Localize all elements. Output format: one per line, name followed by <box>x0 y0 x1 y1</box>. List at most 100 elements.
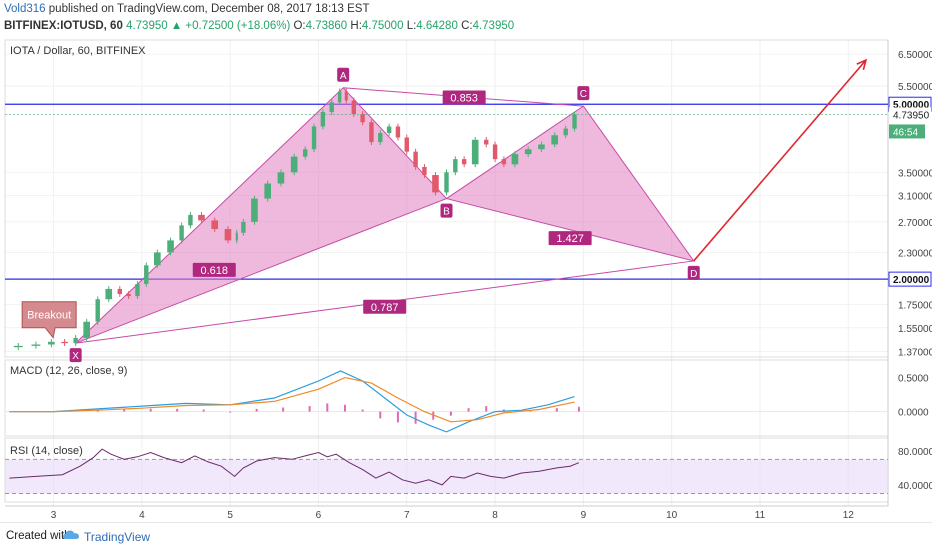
time-tick-label: 10 <box>666 510 678 521</box>
ratio-label: 0.787 <box>363 299 407 314</box>
candle-body <box>198 214 205 221</box>
high-value: 4.75000 <box>361 20 404 32</box>
price-tick-label: 6.50000 <box>898 50 932 61</box>
ratio-label-bg <box>363 299 407 314</box>
candle-body <box>492 144 498 160</box>
pattern-point-bg <box>687 265 700 280</box>
ratio-label-bg <box>192 262 236 277</box>
candle-body <box>126 294 131 297</box>
candle-body <box>241 221 246 233</box>
last-price-tag-bg <box>889 107 931 122</box>
time-tick-label: 4 <box>139 510 145 521</box>
last-price: 4.73950 <box>126 20 168 32</box>
ratio-label: 0.618 <box>192 262 236 277</box>
macd-histogram-bar <box>467 408 470 412</box>
time-tick-label: 8 <box>492 510 498 521</box>
price-tick-label: 2.30000 <box>898 248 932 259</box>
candle-body <box>277 172 285 184</box>
time-tick-label: 6 <box>316 510 322 521</box>
pattern-point-text: X <box>72 351 79 362</box>
tradingview-brand-link[interactable]: TradingView <box>84 530 151 544</box>
chart-header: Vold316 published on TradingView.com, De… <box>0 0 932 40</box>
ratio-label: 0.853 <box>442 90 486 105</box>
author-link[interactable]: Vold316 <box>4 3 46 15</box>
pattern-point-bg <box>577 86 590 101</box>
open-label: O: <box>293 20 306 32</box>
price-tick-label: 3.50000 <box>898 168 932 179</box>
close-value: 4.73950 <box>472 20 515 32</box>
candle-body <box>211 220 219 230</box>
ratio-label-text: 0.853 <box>450 92 478 104</box>
breakout-callout: Breakout <box>21 301 77 339</box>
macd-histogram-bar <box>149 408 152 412</box>
price-tick-label: 5.50000 <box>898 82 932 93</box>
low-label: L: <box>406 20 417 32</box>
macd-histogram-bar <box>414 411 417 424</box>
rsi-band <box>5 459 888 494</box>
breakout-callout-bg <box>21 301 77 339</box>
pattern-point-label: B <box>440 203 453 218</box>
macd-tick-label: 0.5000 <box>898 374 929 385</box>
published-text: published on TradingView.com, December 0… <box>48 3 370 15</box>
ratio-label-bg <box>442 90 486 105</box>
candle-body <box>31 344 41 346</box>
created-with-label: Created with <box>6 530 71 542</box>
macd-histogram-bar <box>96 410 99 412</box>
time-tick-label: 3 <box>51 510 57 521</box>
time-tick-label: 7 <box>404 510 410 521</box>
pattern-point-bg <box>440 203 453 218</box>
candle-body <box>471 139 479 165</box>
chart-canvas[interactable]: 0.853 0.618 1.427 0.787 X A B C D Breakout IOTA / … <box>0 0 932 522</box>
pattern-point-label: D <box>687 265 700 280</box>
candle-body <box>344 91 348 101</box>
level-price-tag-text: 5.00000 <box>893 100 930 111</box>
breakout-callout-text: Breakout <box>27 310 71 322</box>
candle-body <box>144 265 149 284</box>
candle-body <box>13 345 23 348</box>
macd-line <box>9 370 575 433</box>
candle-body <box>290 156 298 173</box>
pattern-point-label: C <box>577 86 590 101</box>
candle-body <box>524 149 532 155</box>
candle-body <box>311 126 317 150</box>
projection-arrow-line <box>693 59 867 262</box>
macd-histogram-bar <box>308 406 311 412</box>
candle-body <box>386 126 392 134</box>
macd-histogram-bar <box>202 409 205 412</box>
candle-body <box>395 126 401 138</box>
rsi-tick-label: 40.0000 <box>898 481 932 492</box>
ohlc-line: BITFINEX:IOTUSD, 60 4.73950 ▲ +0.72500 (… <box>4 20 514 32</box>
candle-body <box>572 114 577 129</box>
candle-body <box>369 122 374 143</box>
candle-body <box>329 102 334 113</box>
candle-body <box>432 175 439 193</box>
candle-body <box>61 341 68 344</box>
candle-body <box>413 151 418 167</box>
macd-histogram-bar <box>396 411 399 423</box>
macd-histogram-bar <box>577 406 580 412</box>
candle-body <box>224 229 232 241</box>
footer: Created with TradingView <box>0 522 932 551</box>
change-text: ▲ +0.72500 (+18.06%) <box>170 20 291 32</box>
candle-body <box>188 214 193 226</box>
candle-body <box>563 128 568 136</box>
candle-body <box>154 252 161 266</box>
macd-histogram-bar <box>229 411 232 413</box>
candle-body <box>378 133 383 143</box>
symbol-label: BITFINEX:IOTUSD, 60 <box>4 20 123 32</box>
ratio-label-text: 1.427 <box>556 233 584 245</box>
rsi-line <box>9 448 580 486</box>
candle-body <box>538 144 545 150</box>
pattern-point-label: X <box>69 348 82 363</box>
close-label: C: <box>461 20 473 32</box>
candle-body <box>95 299 100 322</box>
candle-body <box>511 154 519 165</box>
pattern-point-bg <box>337 67 350 82</box>
candle-body <box>73 337 78 344</box>
ratio-label-text: 0.787 <box>371 302 399 314</box>
pattern-xab-triangle <box>75 87 448 344</box>
macd-histogram-bar <box>282 407 285 412</box>
low-value: 4.64280 <box>416 20 458 32</box>
candle-body <box>501 159 507 165</box>
tradingview-logo-icon <box>63 530 79 539</box>
